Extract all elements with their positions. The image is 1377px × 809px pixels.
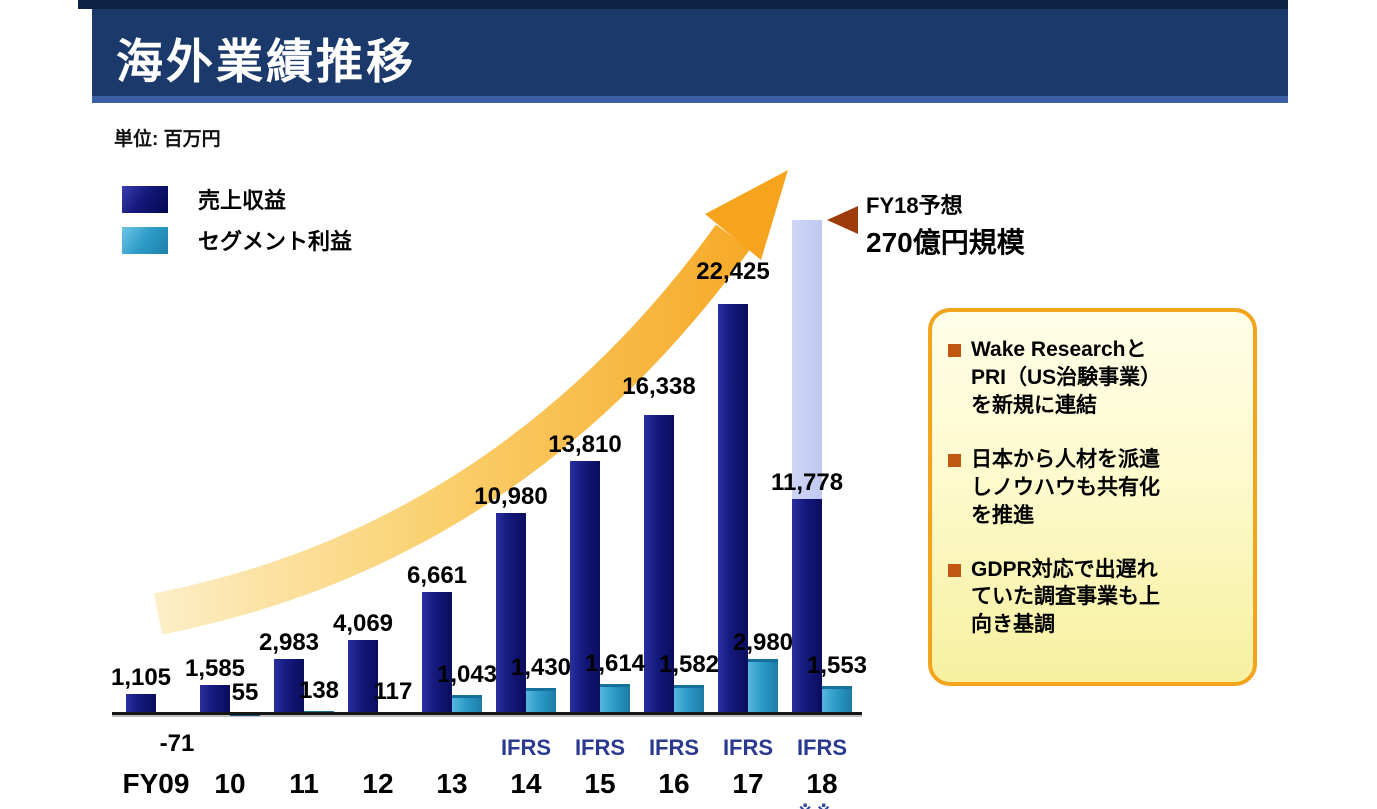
segment-value-label: 117: [373, 677, 413, 705]
revenue-value-label: 11,778: [770, 468, 844, 496]
forecast-note-title: FY18予想: [866, 193, 963, 218]
segment-value-label: 1,430: [510, 653, 572, 681]
revenue-value-label: 22,425: [696, 257, 770, 285]
x-axis-label: 13: [436, 768, 468, 799]
segment-bar: [748, 659, 778, 714]
segment-bar: [600, 684, 630, 714]
segment-bar: [822, 685, 852, 714]
callout-bullet: GDPR対応で出遅れ ていた調査事業も上 向き基調: [948, 556, 1241, 640]
revenue-value-label: 1,585: [184, 655, 246, 682]
header-top-strip: [78, 0, 1288, 9]
x-axis-label: 10: [214, 768, 246, 799]
revenue-value-label: 16,338: [622, 373, 696, 401]
ifrs-tag: IFRS: [648, 735, 700, 760]
trend-arrow-head: [705, 170, 788, 260]
revenue-bar: [348, 639, 378, 714]
segment-value-label: 138: [298, 677, 340, 705]
callout-bullet: Wake Researchと PRI（US治験事業） を新規に連結: [948, 336, 1241, 420]
ifrs-tag: IFRS: [500, 735, 552, 760]
callout-bullet-text: Wake Researchと PRI（US治験事業） を新規に連結: [971, 338, 1162, 417]
revenue-value-label: 4,069: [332, 609, 394, 637]
revenue-bar: [792, 498, 822, 714]
legend-item-revenue: 売上収益: [122, 183, 352, 215]
x-axis-label: FY09: [122, 768, 190, 799]
segment-value-label: 1,553: [806, 651, 868, 679]
segment-bar: [452, 694, 482, 714]
segment-value-label: 1,043: [436, 660, 498, 688]
bullet-square-icon: [948, 453, 961, 467]
callout-bullet: 日本から人材を派遣 しノウハウも共有化 を推進: [948, 446, 1241, 530]
x-axis-label: 14: [510, 768, 542, 799]
highlights-callout-box: Wake Researchと PRI（US治験事業） を新規に連結 日本から人材を…: [928, 308, 1257, 686]
ifrs-tag: IFRS: [796, 735, 848, 760]
callout-bullet-text: 日本から人材を派遣 しノウハウも共有化 を推進: [971, 447, 1160, 527]
x-axis-label: 18: [806, 768, 838, 799]
ifrs-tag: IFRS: [722, 735, 774, 760]
revenue-value-label: 13,810: [548, 431, 622, 459]
forecast-note-value: 270億円規模: [866, 227, 1025, 258]
x-axis-label: 11: [289, 768, 319, 799]
x-axis-label: 17: [732, 768, 764, 799]
segment-bar: [674, 685, 704, 714]
segment-value-label: 55: [231, 678, 259, 706]
unit-label: 単位: 百万円: [114, 129, 221, 150]
legend-label-revenue: 売上収益: [198, 188, 287, 213]
revenue-value-label: 6,661: [406, 562, 468, 590]
revenue-value-label: 10,980: [474, 483, 548, 511]
x-axis-label: 16: [658, 768, 690, 799]
clipped-footnote-fragment: ※※: [796, 802, 848, 809]
header-banner: 海外業績推移: [92, 9, 1288, 103]
revenue-value-label: 1,105: [110, 663, 172, 691]
x-axis-line: [112, 712, 862, 715]
bullet-square-icon: [948, 344, 961, 357]
legend-swatch-revenue: [122, 185, 168, 213]
page-title: 海外業績推移: [116, 35, 416, 88]
revenue-bar: [274, 659, 304, 714]
ifrs-tag: IFRS: [574, 735, 626, 760]
segment-bar: [526, 687, 556, 714]
callout-bullet-text: GDPR対応で出遅れ ていた調査事業も上 向き基調: [971, 557, 1160, 637]
revenue-bar: [126, 693, 156, 714]
forecast-note: FY18予想 270億円規模: [866, 188, 1025, 261]
segment-value-label: 1,614: [584, 650, 646, 678]
x-axis-label: 15: [584, 768, 616, 799]
x-axis-label: 12: [362, 768, 394, 799]
bullet-square-icon: [948, 563, 961, 577]
segment-value-label: 1,582: [658, 651, 720, 679]
forecast-pointer-triangle-icon: [827, 206, 858, 234]
segment-value-label: -71: [159, 730, 195, 757]
revenue-bar: [200, 685, 230, 714]
